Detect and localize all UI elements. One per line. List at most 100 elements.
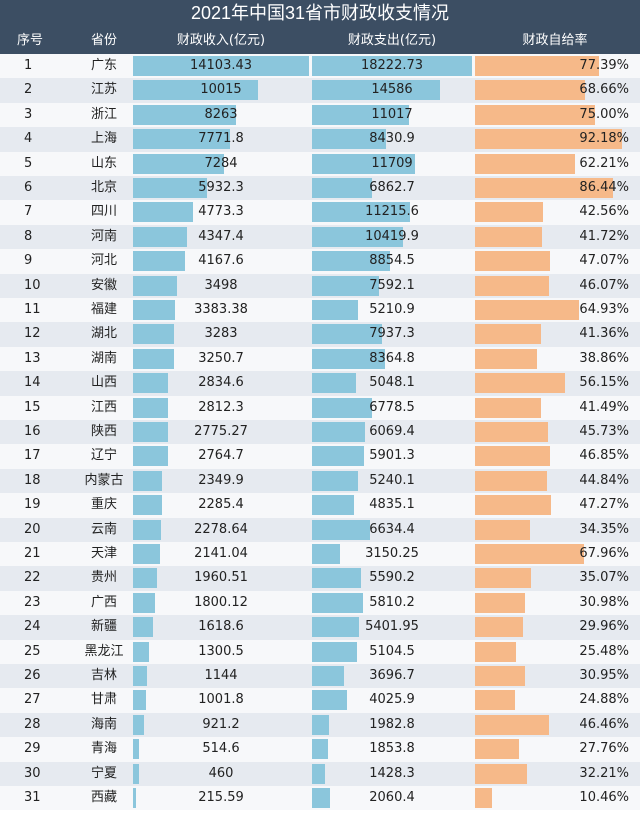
chart-title: 2021年中国31省市财政收支情况 xyxy=(0,0,640,27)
ratio-bar xyxy=(475,178,614,198)
income-value: 3283 xyxy=(204,326,238,342)
expense-value: 7937.3 xyxy=(369,326,415,342)
expense-bar xyxy=(312,324,382,345)
table-row: 17 辽宁 2764.7 5901.3 46.85% xyxy=(0,444,640,469)
expense-bar xyxy=(312,397,372,418)
table-row: 1 广东 14103.43 18222.73 77.39% xyxy=(0,54,640,79)
income-bar xyxy=(133,104,237,125)
table-row: 23 广西 1800.12 5810.2 30.98% xyxy=(0,590,640,616)
income-value: 1144 xyxy=(204,668,238,683)
ratio-value: 10.46% xyxy=(579,790,629,805)
table-row: 25 黑龙江 1300.5 5104.5 25.48% xyxy=(0,639,640,664)
income-value: 2141.04 xyxy=(194,546,248,561)
province-cell: 陕西 xyxy=(90,424,117,439)
rank-cell: 27 xyxy=(24,692,41,708)
province-cell: 西藏 xyxy=(90,790,117,805)
province-cell: 青海 xyxy=(90,741,117,757)
ratio-value: 25.48% xyxy=(579,643,629,659)
expense-bar xyxy=(312,80,441,101)
income-value: 3498 xyxy=(204,277,238,293)
rank-cell: 6 xyxy=(24,180,33,195)
income-bar xyxy=(133,714,145,735)
expense-value: 3150.25 xyxy=(365,546,419,561)
table-row: 8 河南 4347.4 10419.9 41.72% xyxy=(0,224,640,250)
province-cell: 云南 xyxy=(90,521,117,537)
rank-cell: 31 xyxy=(24,790,41,805)
ratio-bar xyxy=(475,544,584,564)
expense-value: 8364.8 xyxy=(369,350,415,366)
income-bar xyxy=(133,153,224,174)
province-cell: 广东 xyxy=(90,58,117,73)
header-rank: 序号 xyxy=(16,33,43,48)
income-bar xyxy=(133,544,160,564)
province-cell: 福建 xyxy=(90,302,117,317)
ratio-value: 47.07% xyxy=(579,253,629,269)
expense-value: 8854.5 xyxy=(369,253,415,269)
income-bar xyxy=(133,397,169,418)
rank-cell: 19 xyxy=(24,497,41,513)
expense-bar xyxy=(312,104,409,125)
income-value: 1618.6 xyxy=(198,619,244,635)
table-row: 3 浙江 8263 11017 75.00% xyxy=(0,102,640,128)
ratio-value: 44.84% xyxy=(579,472,629,488)
expense-bar xyxy=(312,544,340,564)
expense-bar xyxy=(312,275,379,296)
ratio-value: 41.49% xyxy=(579,399,629,415)
rank-cell: 3 xyxy=(24,106,33,122)
income-value: 2812.3 xyxy=(198,399,244,415)
expense-value: 5810.2 xyxy=(369,594,415,610)
table-row: 10 安徽 3498 7592.1 46.07% xyxy=(0,273,640,298)
ratio-bar xyxy=(475,617,523,638)
income-value: 4167.6 xyxy=(198,253,244,269)
ratio-bar xyxy=(475,592,525,613)
ratio-value: 41.36% xyxy=(579,326,629,342)
expense-bar xyxy=(312,446,364,467)
table-row: 19 重庆 2285.4 4835.1 47.27% xyxy=(0,493,640,518)
expense-bar xyxy=(312,348,386,369)
expense-bar xyxy=(312,666,345,686)
expense-bar xyxy=(312,56,472,76)
header-income: 财政收入(亿元) xyxy=(176,33,266,48)
ratio-value: 42.56% xyxy=(579,204,629,220)
ratio-value: 86.44% xyxy=(579,180,629,195)
table-row: 29 青海 514.6 1853.8 27.76% xyxy=(0,737,640,762)
rank-cell: 4 xyxy=(24,131,33,147)
expense-bar xyxy=(312,641,357,662)
expense-bar xyxy=(312,226,404,247)
income-bar xyxy=(133,300,176,320)
income-value: 1960.51 xyxy=(194,570,248,586)
income-value: 4347.4 xyxy=(198,228,244,244)
income-value: 2775.27 xyxy=(194,424,248,439)
table-row: 9 河北 4167.6 8854.5 47.07% xyxy=(0,249,640,274)
income-bar xyxy=(133,446,168,467)
rank-cell: 1 xyxy=(24,58,33,73)
table-row: 4 上海 7771.8 8430.9 92.18% xyxy=(0,127,640,152)
ratio-bar xyxy=(475,763,527,784)
header-province: 省份 xyxy=(90,33,117,48)
table-row: 22 贵州 1960.51 5590.2 35.07% xyxy=(0,566,640,591)
province-cell: 安徽 xyxy=(90,277,117,293)
province-cell: 湖南 xyxy=(90,350,117,366)
ratio-value: 27.76% xyxy=(579,741,629,757)
expense-value: 8430.9 xyxy=(369,131,415,147)
province-cell: 上海 xyxy=(90,131,117,147)
ratio-bar xyxy=(475,300,579,320)
ratio-bar xyxy=(475,275,549,296)
income-value: 2764.7 xyxy=(198,448,244,464)
ratio-value: 30.98% xyxy=(579,594,629,610)
expense-value: 11215.6 xyxy=(365,204,419,220)
ratio-value: 24.88% xyxy=(579,692,629,708)
income-bar xyxy=(133,275,177,296)
table-row: 31 西藏 215.59 2060.4 10.46% xyxy=(0,786,640,811)
expense-value: 1982.8 xyxy=(369,716,415,732)
income-bar xyxy=(133,495,162,516)
ratio-value: 68.66% xyxy=(579,82,629,98)
income-value: 3250.7 xyxy=(198,350,244,366)
ratio-bar xyxy=(475,470,547,491)
expense-bar xyxy=(312,592,363,613)
ratio-value: 45.73% xyxy=(579,424,629,439)
expense-value: 14586 xyxy=(371,82,413,98)
expense-bar xyxy=(312,788,331,808)
income-bar xyxy=(133,788,136,808)
province-cell: 辽宁 xyxy=(90,448,117,464)
